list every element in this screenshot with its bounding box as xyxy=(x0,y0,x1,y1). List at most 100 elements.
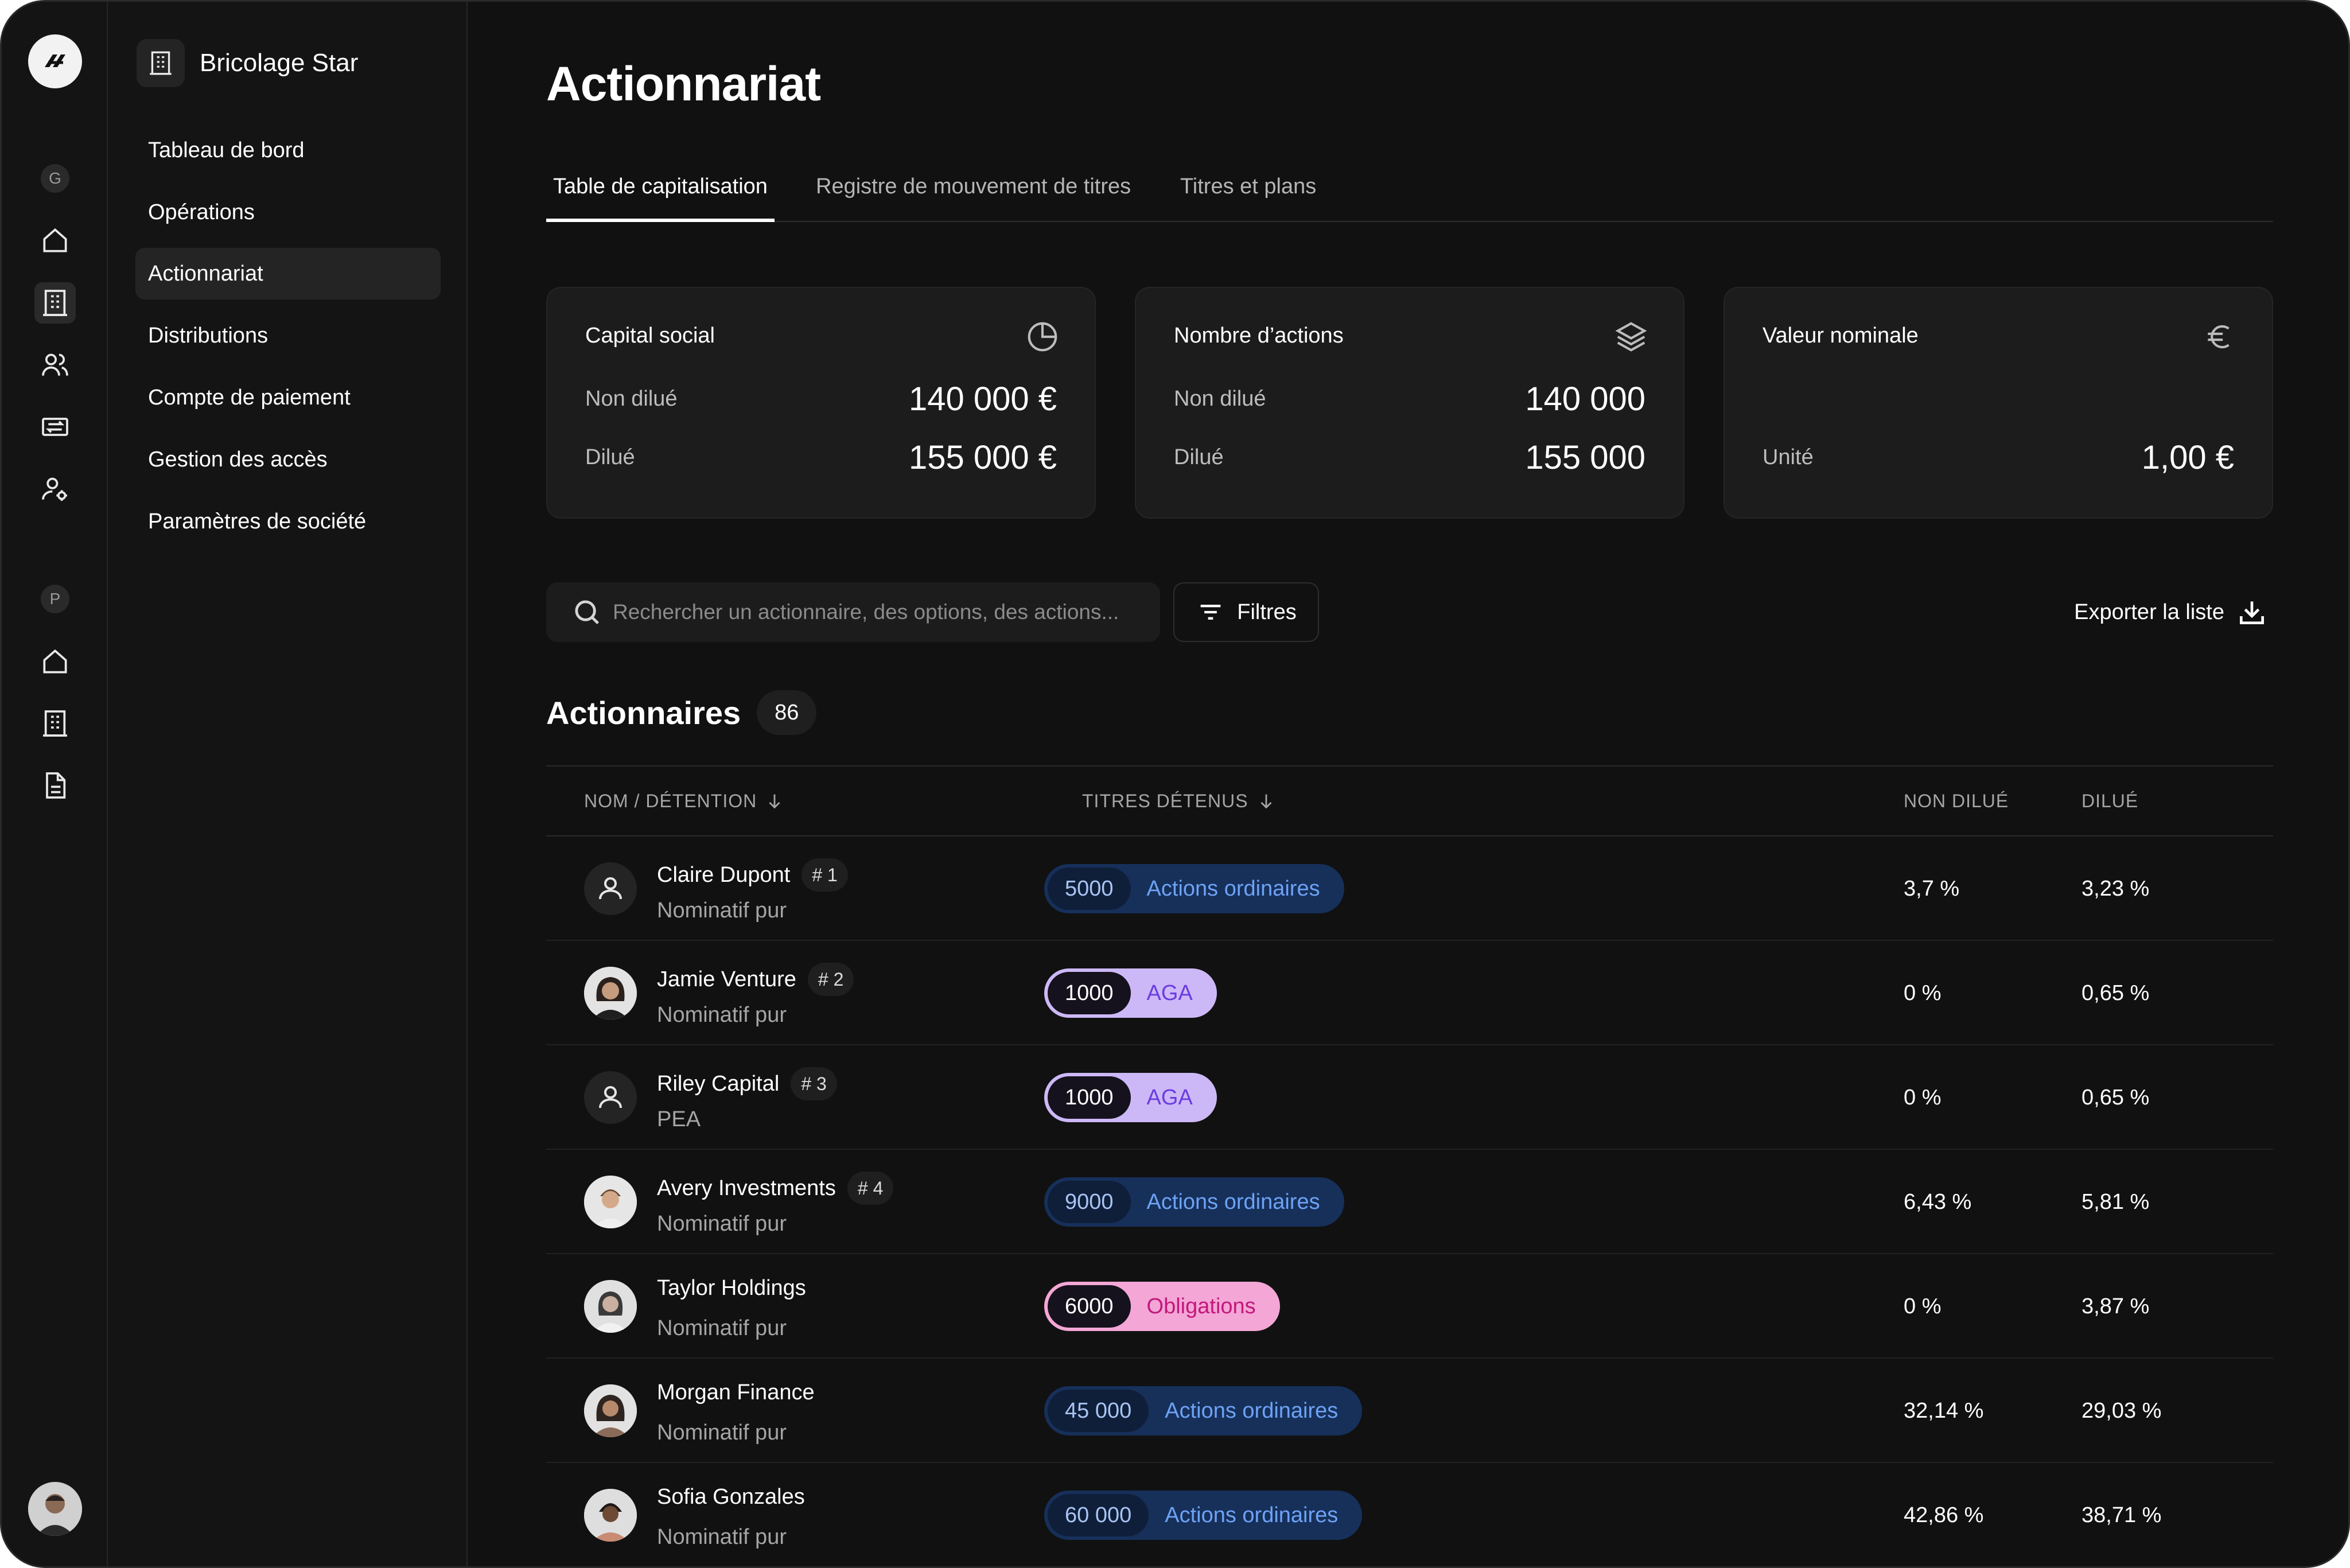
filter-icon xyxy=(1200,605,1221,620)
search-placeholder: Rechercher un actionnaire, des options, … xyxy=(613,600,1119,624)
securities-type: Actions ordinaires xyxy=(1146,876,1320,901)
building-icon[interactable] xyxy=(34,703,76,744)
home-icon[interactable] xyxy=(34,641,76,682)
sidebar-item-actionnariat[interactable]: Actionnariat xyxy=(135,248,441,299)
card-row-value: 140 000 xyxy=(1525,380,1645,418)
main-content: Actionnariat Table de capitalisation Reg… xyxy=(468,2,2348,1566)
sidebar-item-label: Paramètres de société xyxy=(148,509,367,534)
user-settings-icon[interactable] xyxy=(34,468,76,509)
section-title: Actionnaires 86 xyxy=(546,690,817,735)
securities-quantity: 60 000 xyxy=(1048,1494,1149,1536)
shareholder-name-text: Sofia Gonzales xyxy=(657,1485,805,1509)
securities-type: Actions ordinaires xyxy=(1165,1503,1339,1527)
company-switcher[interactable]: Bricolage Star xyxy=(137,37,358,89)
tab-registre-de-mouvement[interactable]: Registre de mouvement de titres xyxy=(816,174,1131,199)
securities-quantity: 1000 xyxy=(1048,972,1131,1014)
user-avatar[interactable] xyxy=(28,1482,82,1536)
sidebar-item-distributions[interactable]: Distributions xyxy=(135,310,441,361)
avatar xyxy=(584,862,637,915)
card-row-dilue: Dilué 155 000 xyxy=(1174,438,1645,477)
table-row[interactable]: Morgan Finance Nominatif pur 45 000 Acti… xyxy=(546,1359,2273,1463)
table-row[interactable]: Riley Capital # 3 PEA 1000 AGA 0 % 0,65 … xyxy=(546,1045,2273,1150)
card-row-unite: Unité 1,00 € xyxy=(1762,438,2234,477)
table-row[interactable]: Claire Dupont # 1 Nominatif pur 5000 Act… xyxy=(546,836,2273,941)
workspace-badge-p[interactable]: P xyxy=(41,585,69,613)
card-row-label: Non dilué xyxy=(1174,387,1266,411)
tab-bar: Table de capitalisation Registre de mouv… xyxy=(546,157,2273,222)
pie-chart-icon xyxy=(1025,319,1060,355)
search-input[interactable]: Rechercher un actionnaire, des options, … xyxy=(546,582,1160,642)
column-header-non-dilute[interactable]: NON DILUÉ xyxy=(1904,767,2009,835)
column-header-name[interactable]: NOM / DÉTENTION xyxy=(584,767,784,835)
card-row-value: 155 000 xyxy=(1525,439,1645,476)
dilute-value: 3,87 % xyxy=(2081,1294,2150,1318)
table-row[interactable]: Jamie Venture # 2 Nominatif pur 1000 AGA… xyxy=(546,941,2273,1045)
tab-titres-et-plans[interactable]: Titres et plans xyxy=(1180,174,1317,199)
sidebar-item-compte-de-paiement[interactable]: Compte de paiement xyxy=(135,372,441,423)
card-valeur-nominale: Valeur nominale Unité 1,00 € xyxy=(1723,287,2273,519)
export-list-button[interactable]: Exporter la liste xyxy=(2074,582,2268,642)
card-title: Valeur nominale xyxy=(1762,324,1919,348)
shareholder-name: Riley Capital # 3 xyxy=(657,1067,837,1100)
dilute-value: 0,65 % xyxy=(2081,1085,2150,1110)
workspace-badge-p-label: P xyxy=(49,590,61,608)
shareholder-name-text: Jamie Venture xyxy=(657,967,796,991)
building-icon[interactable] xyxy=(34,282,76,324)
users-icon[interactable] xyxy=(34,344,76,386)
filters-button[interactable]: Filtres xyxy=(1173,582,1319,642)
table-row[interactable]: Avery Investments # 4 Nominatif pur 9000… xyxy=(546,1150,2273,1254)
company-name: Bricolage Star xyxy=(200,49,359,77)
securities-pill: 60 000 Actions ordinaires xyxy=(1044,1491,1363,1540)
document-icon[interactable] xyxy=(34,765,76,806)
securities-type: Obligations xyxy=(1146,1294,1256,1318)
filters-label: Filtres xyxy=(1237,600,1297,624)
home-icon[interactable] xyxy=(34,220,76,261)
avatar xyxy=(584,1280,637,1333)
securities-type: AGA xyxy=(1146,1085,1193,1110)
securities-quantity: 1000 xyxy=(1048,1076,1131,1119)
card-row-non-dilue: Non dilué 140 000 € xyxy=(585,380,1057,418)
logo-icon xyxy=(45,55,65,67)
sidebar-item-tableau-de-bord[interactable]: Tableau de bord xyxy=(135,124,441,176)
page-title: Actionnariat xyxy=(546,57,821,111)
user-avatar-image xyxy=(28,1482,82,1536)
arrow-down-icon xyxy=(769,794,780,809)
table-row[interactable]: Taylor Holdings Nominatif pur 6000 Oblig… xyxy=(546,1254,2273,1359)
export-label: Exporter la liste xyxy=(2074,600,2224,624)
app-logo[interactable] xyxy=(28,34,82,88)
column-header-label: NON DILUÉ xyxy=(1904,791,2009,811)
avatar-photo xyxy=(584,1280,637,1333)
non-dilute-value: 0 % xyxy=(1904,981,1942,1005)
column-header-dilute[interactable]: DILUÉ xyxy=(2081,767,2138,835)
workspace-badge-g[interactable]: G xyxy=(41,164,69,193)
non-dilute-value: 0 % xyxy=(1904,1085,1942,1110)
card-row-label: Non dilué xyxy=(585,387,678,411)
securities-pill: 45 000 Actions ordinaires xyxy=(1044,1386,1363,1435)
sidebar-item-gestion-des-acces[interactable]: Gestion des accès xyxy=(135,434,441,485)
sidebar-item-operations[interactable]: Opérations xyxy=(135,186,441,238)
card-row-value: 155 000 € xyxy=(908,439,1057,476)
securities-quantity: 45 000 xyxy=(1048,1390,1149,1432)
shareholder-name: Jamie Venture # 2 xyxy=(657,963,854,996)
rank-badge: # 4 xyxy=(847,1172,894,1205)
column-header-titles[interactable]: TITRES DÉTENUS xyxy=(1082,767,1276,835)
layers-icon xyxy=(1613,319,1649,355)
table-row[interactable]: Sofia Gonzales Nominatif pur 60 000 Acti… xyxy=(546,1463,2273,1566)
securities-pill: 6000 Obligations xyxy=(1044,1282,1280,1331)
shareholders-table: NOM / DÉTENTION TITRES DÉTENUS NON DILUÉ… xyxy=(546,765,2273,1566)
transfer-icon[interactable] xyxy=(34,406,76,448)
tab-table-de-capitalisation[interactable]: Table de capitalisation xyxy=(546,157,775,222)
user-icon xyxy=(598,1085,622,1108)
secondary-sidebar: Bricolage Star Tableau de bord Opération… xyxy=(108,2,468,1566)
card-capital-social: Capital social Non dilué 140 000 € Dilué… xyxy=(546,287,1096,519)
sidebar-item-parametres-de-societe[interactable]: Paramètres de société xyxy=(135,496,441,547)
card-row-label: Unité xyxy=(1762,445,1814,469)
shareholder-name-text: Claire Dupont xyxy=(657,862,791,887)
holding-type: Nominatif pur xyxy=(657,1003,787,1027)
securities-quantity: 5000 xyxy=(1048,867,1131,910)
dilute-value: 29,03 % xyxy=(2081,1399,2162,1423)
avatar xyxy=(584,1384,637,1437)
dilute-value: 0,65 % xyxy=(2081,981,2150,1005)
sidebar-item-label: Distributions xyxy=(148,323,269,348)
